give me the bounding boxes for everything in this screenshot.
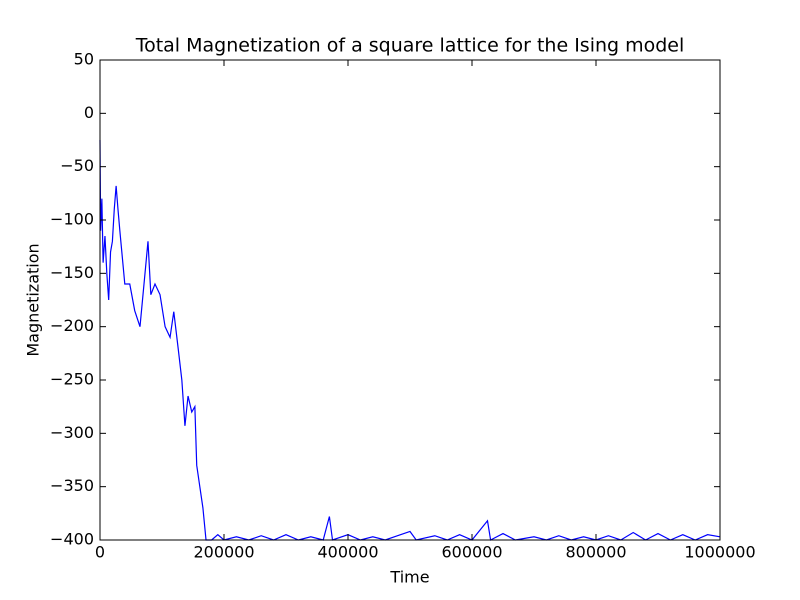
y-tick-label: −300	[50, 423, 94, 442]
y-tick-label: −100	[50, 210, 94, 229]
x-tick-label: 0	[95, 543, 105, 562]
y-tick-label: −350	[50, 476, 94, 495]
y-axis-label: Magnetization	[24, 243, 43, 356]
y-tick-label: −50	[60, 156, 94, 175]
x-tick-label: 200000	[193, 543, 254, 562]
y-tick-label: −150	[50, 263, 94, 282]
chart-title: Total Magnetization of a square lattice …	[135, 35, 685, 57]
x-tick-label: 400000	[317, 543, 378, 562]
x-axis-label: Time	[389, 568, 429, 587]
axes-frame	[99, 59, 721, 541]
x-tick-label: 800000	[565, 543, 626, 562]
y-tick-label: 50	[74, 50, 94, 69]
y-tick-label: −200	[50, 316, 94, 335]
x-tick-label: 1000000	[684, 543, 755, 562]
y-tick-label: −250	[50, 370, 94, 389]
x-tick-label: 600000	[441, 543, 502, 562]
y-tick-label: 0	[84, 103, 94, 122]
y-tick-label: −400	[50, 530, 94, 549]
